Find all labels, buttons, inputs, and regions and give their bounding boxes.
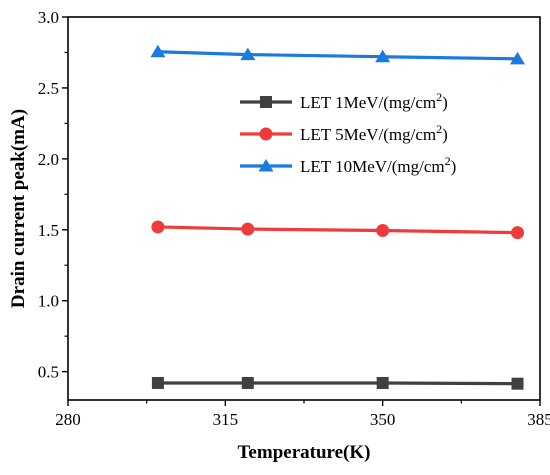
legend-label: LET 1MeV/(mg/cm2) xyxy=(300,90,448,112)
legend-item-1: LET 1MeV/(mg/cm2) xyxy=(240,90,448,112)
y-tick-label: 2.0 xyxy=(38,150,59,169)
x-tick-label: 385 xyxy=(527,410,550,429)
x-tick-label: 280 xyxy=(55,410,81,429)
x-tick-label: 315 xyxy=(213,410,239,429)
x-tick-label: 350 xyxy=(370,410,396,429)
data-point xyxy=(511,377,524,390)
data-point xyxy=(151,220,165,234)
data-point xyxy=(375,49,391,63)
y-tick-label: 3.0 xyxy=(38,8,59,27)
legend-item-2: LET 5MeV/(mg/cm2) xyxy=(240,122,448,144)
series-line xyxy=(157,381,518,386)
data-point xyxy=(510,51,526,65)
data-point xyxy=(376,223,390,237)
data-point xyxy=(241,222,255,236)
data-point xyxy=(511,226,525,240)
series-line xyxy=(157,225,518,235)
data-point xyxy=(150,44,166,58)
data-point xyxy=(376,376,389,389)
legend-label: LET 5MeV/(mg/cm2) xyxy=(300,122,448,144)
data-point xyxy=(151,376,164,389)
legend-marker xyxy=(260,96,272,108)
series-3 xyxy=(150,44,526,65)
data-point xyxy=(241,376,254,389)
legend-item-3: LET 10MeV/(mg/cm2) xyxy=(240,154,456,176)
series-layer xyxy=(150,44,526,390)
plot-frame xyxy=(67,16,541,401)
y-tick-label: 1.0 xyxy=(38,292,59,311)
series-line xyxy=(157,50,518,61)
axes: 280 315 350 385 0.5 1.0 1.5 2.0 2.5 3.0 xyxy=(38,8,550,429)
legend: LET 1MeV/(mg/cm2) LET 5MeV/(mg/cm2) LET 10… xyxy=(240,90,456,176)
data-point xyxy=(240,47,256,61)
y-tick-label: 0.5 xyxy=(38,363,59,382)
series-1 xyxy=(151,376,524,390)
x-axis-title: Temperature(K) xyxy=(238,442,371,463)
y-tick-label: 2.5 xyxy=(38,79,59,98)
series-2 xyxy=(151,220,525,240)
y-tick-label: 1.5 xyxy=(38,221,59,240)
legend-marker xyxy=(258,159,274,172)
legend-label: LET 10MeV/(mg/cm2) xyxy=(300,154,456,176)
legend-marker xyxy=(259,127,273,141)
y-axis-title: Drain current peak(mA) xyxy=(8,109,29,308)
